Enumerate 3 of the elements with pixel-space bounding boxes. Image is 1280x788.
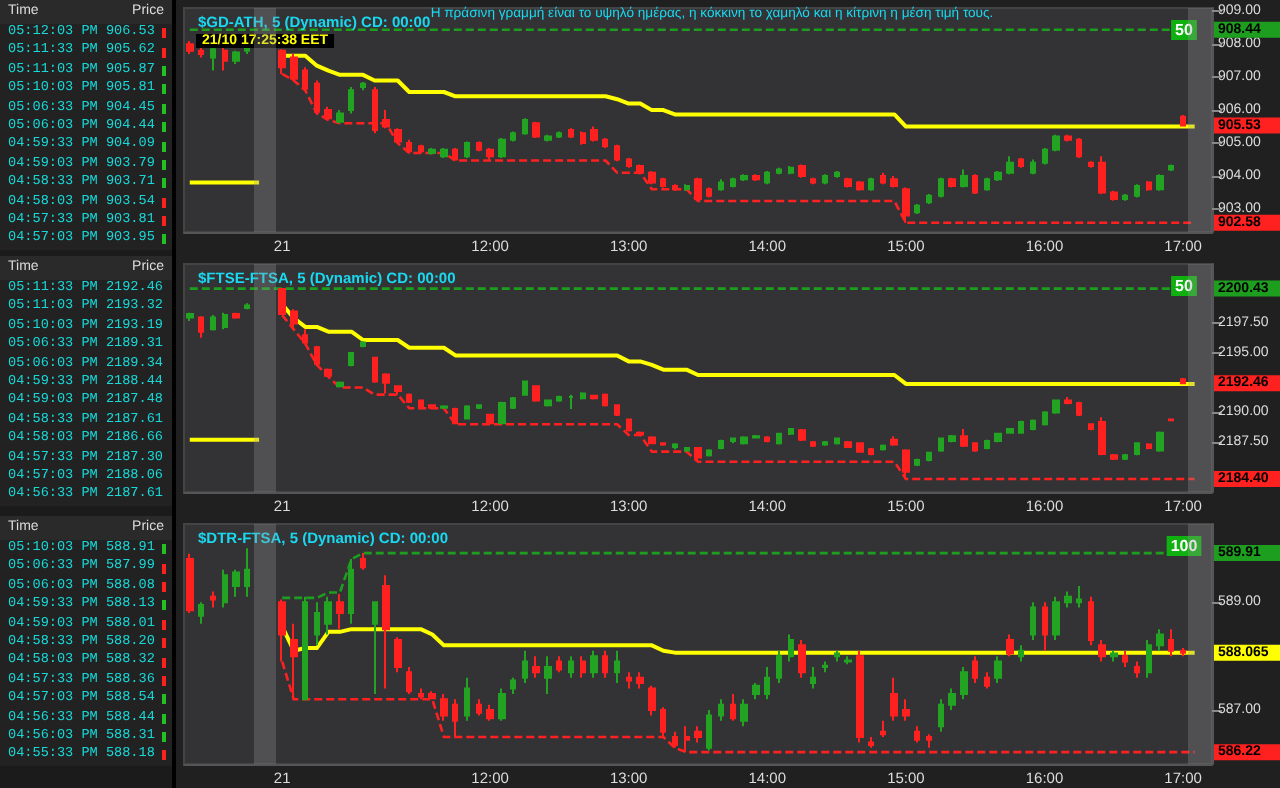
annotation: 100 [1170,537,1199,555]
annotation: 50 [1175,277,1194,295]
annotation: 50 [1175,21,1194,39]
